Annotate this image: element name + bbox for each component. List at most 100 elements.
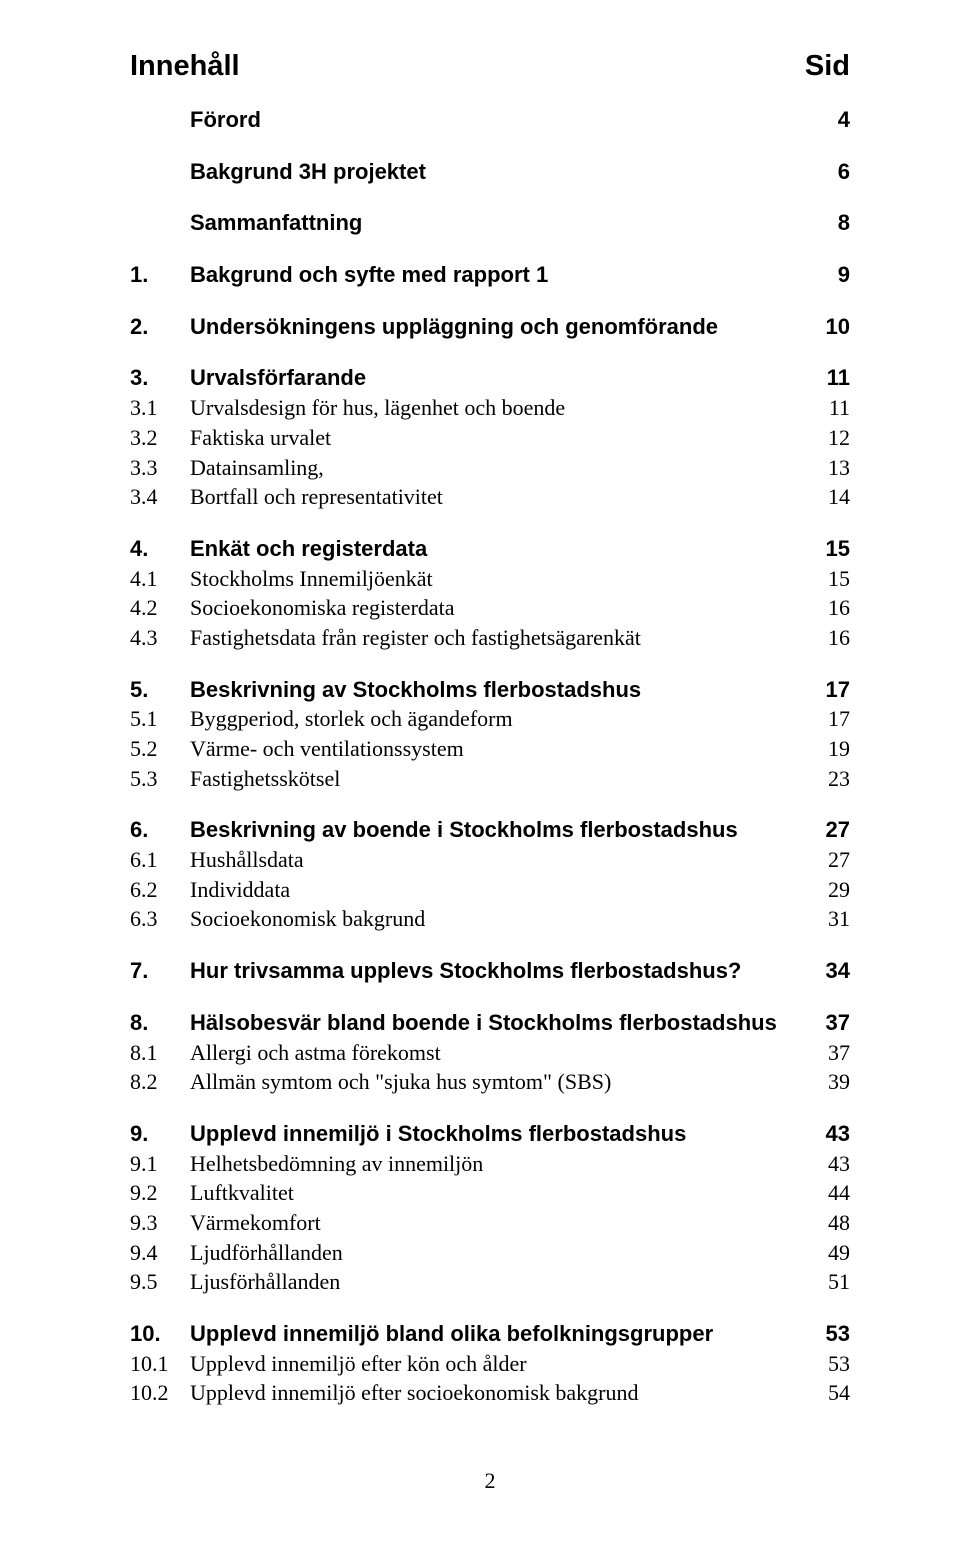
toc-row-number: 5.1 (130, 704, 190, 734)
toc-row: Bakgrund 3H projektet 6 (130, 157, 850, 187)
toc-row-label: Upplevd innemiljö efter kön och ålder (190, 1349, 527, 1379)
toc-row-left: 4.3Fastighetsdata från register och fast… (130, 623, 810, 653)
toc-row-left: 9.5Ljusförhållanden (130, 1267, 810, 1297)
toc-row-page: 29 (810, 875, 850, 905)
toc-row-label: Undersökningens uppläggning och genomför… (190, 312, 718, 342)
toc-row: 9.3Värmekomfort48 (130, 1208, 850, 1238)
toc-row-number: 8. (130, 1008, 190, 1038)
toc-row-left: 9.2Luftkvalitet (130, 1178, 810, 1208)
toc-row-left: 2.Undersökningens uppläggning och genomf… (130, 312, 810, 342)
toc-row-page: 8 (810, 208, 850, 238)
toc-row-page: 53 (810, 1319, 850, 1349)
toc-row-left: 4.Enkät och registerdata (130, 534, 810, 564)
toc-row-page: 44 (810, 1178, 850, 1208)
toc-row-page: 39 (810, 1067, 850, 1097)
toc-row-page: 17 (810, 704, 850, 734)
toc-row-label: Socioekonomisk bakgrund (190, 904, 425, 934)
toc-row-left: 8.1Allergi och astma förekomst (130, 1038, 810, 1068)
toc-row: 9.4Ljudförhållanden49 (130, 1238, 850, 1268)
toc-row-page: 6 (810, 157, 850, 187)
sid-label: Sid (805, 50, 850, 83)
toc-row-left: 6.1Hushållsdata (130, 845, 810, 875)
toc-row-label: Fastighetsdata från register och fastigh… (190, 623, 641, 653)
toc-row-label: Bakgrund 3H projektet (190, 157, 426, 187)
toc-row-number: 10. (130, 1319, 190, 1349)
toc-row-number: 6. (130, 815, 190, 845)
toc-row-page: 13 (810, 453, 850, 483)
toc-row: 9.5Ljusförhållanden51 (130, 1267, 850, 1297)
toc-row: 5.3Fastighetsskötsel 23 (130, 764, 850, 794)
toc-row-left: 5.2Värme- och ventilationssystem (130, 734, 810, 764)
toc-row-number: 9.2 (130, 1178, 190, 1208)
toc-row-number: 8.2 (130, 1067, 190, 1097)
toc-row-label: Socioekonomiska registerdata (190, 593, 455, 623)
toc-row-number: 9.1 (130, 1149, 190, 1179)
toc-row-label: Datainsamling, (190, 453, 324, 483)
toc-row-number: 3.2 (130, 423, 190, 453)
toc-row-number: 9.4 (130, 1238, 190, 1268)
toc-row: 6.1Hushållsdata27 (130, 845, 850, 875)
toc-row-label: Allmän symtom och "sjuka hus symtom" (SB… (190, 1067, 611, 1097)
toc-row: 4.Enkät och registerdata15 (130, 534, 850, 564)
toc-row-label: Luftkvalitet (190, 1178, 294, 1208)
toc-row-label: Enkät och registerdata (190, 534, 427, 564)
toc-row-number: 3. (130, 363, 190, 393)
toc-row: 7.Hur trivsamma upplevs Stockholms flerb… (130, 956, 850, 986)
toc-row: 8.Hälsobesvär bland boende i Stockholms … (130, 1008, 850, 1038)
toc-row-page: 9 (810, 260, 850, 290)
toc-row-label: Ljudförhållanden (190, 1238, 343, 1268)
toc-row-label: Byggperiod, storlek och ägandeform (190, 704, 513, 734)
toc-row-left: 3.2Faktiska urvalet (130, 423, 810, 453)
toc-row-number: 6.1 (130, 845, 190, 875)
toc-row-label: Beskrivning av Stockholms flerbostadshus (190, 675, 641, 705)
toc-row: 4.2Socioekonomiska registerdata16 (130, 593, 850, 623)
toc-row-page: 14 (810, 482, 850, 512)
page-title: Innehåll (130, 50, 240, 83)
toc-row-page: 15 (810, 534, 850, 564)
toc-row-label: Värme- och ventilationssystem (190, 734, 464, 764)
toc-row-number: 5.3 (130, 764, 190, 794)
toc-row-left: 3.Urvalsförfarande (130, 363, 810, 393)
toc-row-number: 8.1 (130, 1038, 190, 1068)
toc-row: 1.Bakgrund och syfte med rapport 19 (130, 260, 850, 290)
toc-row-left: 6.Beskrivning av boende i Stockholms fle… (130, 815, 810, 845)
toc-row-left: 7.Hur trivsamma upplevs Stockholms flerb… (130, 956, 810, 986)
toc-row-left: 10.Upplevd innemiljö bland olika befolkn… (130, 1319, 810, 1349)
toc-row-number: 9.5 (130, 1267, 190, 1297)
toc-row-page: 51 (810, 1267, 850, 1297)
toc-row: Sammanfattning 8 (130, 208, 850, 238)
toc-row-page: 34 (810, 956, 850, 986)
toc-row-label: Sammanfattning (190, 208, 362, 238)
toc-row: 6.Beskrivning av boende i Stockholms fle… (130, 815, 850, 845)
toc-row-label: Fastighetsskötsel (190, 764, 340, 794)
toc-row-label: Hur trivsamma upplevs Stockholms flerbos… (190, 956, 741, 986)
toc-row-number: 3.1 (130, 393, 190, 423)
toc-row: 8.1Allergi och astma förekomst37 (130, 1038, 850, 1068)
toc-row: 6.2Individdata29 (130, 875, 850, 905)
table-of-contents: Förord4Bakgrund 3H projektet6Sammanfattn… (130, 105, 850, 1408)
toc-row-number: 4.1 (130, 564, 190, 594)
toc-row-page: 16 (810, 623, 850, 653)
footer-page-number: 2 (130, 1468, 850, 1494)
toc-row: 3.4Bortfall och representativitet14 (130, 482, 850, 512)
toc-row-number: 6.3 (130, 904, 190, 934)
toc-row-label: Beskrivning av boende i Stockholms flerb… (190, 815, 738, 845)
toc-row-page: 16 (810, 593, 850, 623)
toc-row-page: 37 (810, 1008, 850, 1038)
toc-row-page: 43 (810, 1149, 850, 1179)
toc-row-number: 3.4 (130, 482, 190, 512)
toc-row-number: 4.3 (130, 623, 190, 653)
toc-row-left: 5.1Byggperiod, storlek och ägandeform (130, 704, 810, 734)
toc-row-page: 53 (810, 1349, 850, 1379)
toc-row-label: Upplevd innemiljö i Stockholms flerbosta… (190, 1119, 686, 1149)
toc-row-label: Ljusförhållanden (190, 1267, 340, 1297)
toc-row-label: Allergi och astma förekomst (190, 1038, 441, 1068)
toc-row-left: 9.4Ljudförhållanden (130, 1238, 810, 1268)
toc-row-left: 5.Beskrivning av Stockholms flerbostadsh… (130, 675, 810, 705)
toc-row-label: Upplevd innemiljö efter socioekonomisk b… (190, 1378, 638, 1408)
toc-row-left: 1.Bakgrund och syfte med rapport 1 (130, 260, 810, 290)
toc-row-page: 23 (810, 764, 850, 794)
toc-row-label: Bakgrund och syfte med rapport 1 (190, 260, 548, 290)
toc-row-label: Hälsobesvär bland boende i Stockholms fl… (190, 1008, 777, 1038)
toc-row-number: 9.3 (130, 1208, 190, 1238)
